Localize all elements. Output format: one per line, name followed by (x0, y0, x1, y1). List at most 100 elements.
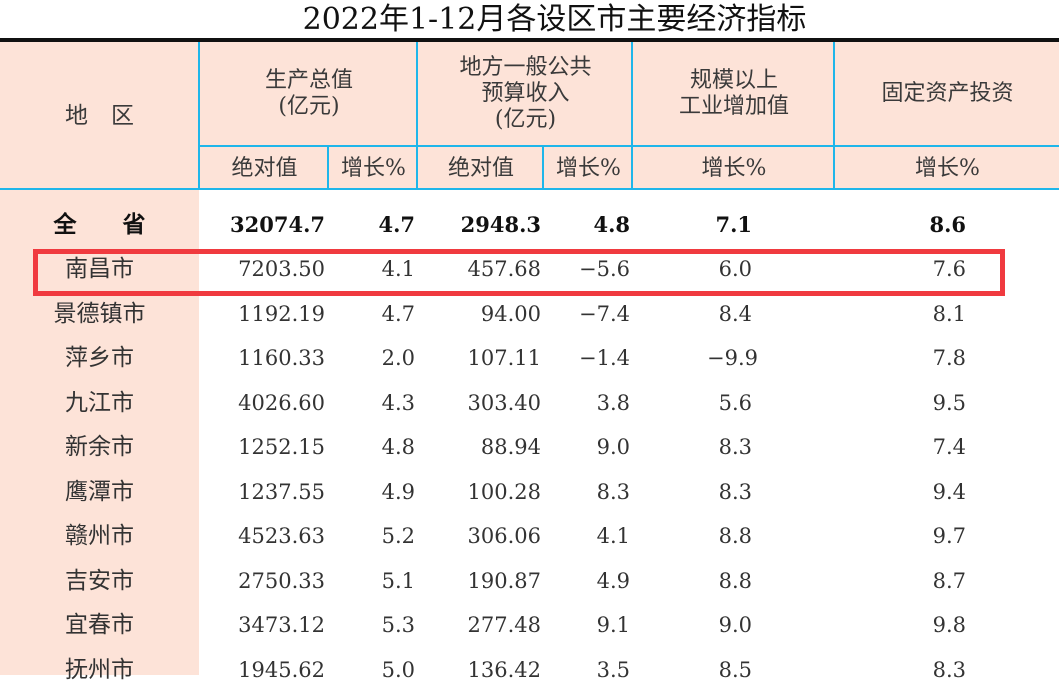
region-name: 赣州市 (65, 523, 134, 549)
region-name: 南昌市 (65, 256, 134, 282)
budget-growth: −1.4 (579, 346, 630, 370)
header-fixed-asset-investment: 固定资产投资 (881, 81, 1014, 106)
budget-growth: −7.4 (579, 302, 630, 326)
grid-line (198, 145, 1059, 147)
region-name: 景德镇市 (53, 301, 146, 327)
gdp-growth: 5.3 (381, 613, 415, 637)
investment-growth: 7.6 (932, 257, 966, 281)
region-name: 宜春市 (65, 612, 134, 638)
budget-value: 277.48 (467, 613, 541, 637)
gdp-growth: 4.7 (378, 212, 415, 237)
gdp-growth: 4.9 (381, 480, 415, 504)
table-row: 吉安市 2750.33 5.1 190.87 4.9 8.8 8.7 (0, 559, 1059, 603)
gdp-growth: 4.1 (381, 257, 415, 281)
gdp-growth: 4.8 (381, 435, 415, 459)
investment-growth: 7.8 (932, 346, 966, 370)
region-name: 全 省 (53, 211, 146, 238)
grid-line (327, 146, 329, 190)
region-name: 新余市 (65, 434, 134, 460)
region-name: 吉安市 (65, 568, 134, 594)
table-title: 2022年1-12月各设区市主要经济指标 (302, 2, 807, 37)
subheader-gdp-growth: 增长% (341, 155, 406, 181)
grid-line (542, 146, 544, 190)
investment-growth: 8.3 (932, 658, 966, 682)
investment-growth: 9.8 (932, 613, 966, 637)
table-row: 萍乡市 1160.33 2.0 107.11 −1.4 −9.9 7.8 (0, 336, 1059, 380)
grid-line (416, 42, 418, 190)
header-region: 地 区 (65, 102, 134, 129)
budget-growth: 4.1 (596, 524, 630, 548)
header-industrial-value-added: 规模以上 工业增加值 (678, 68, 789, 119)
table-row: 新余市 1252.15 4.8 88.94 9.0 8.3 7.4 (0, 425, 1059, 469)
investment-growth: 9.5 (932, 391, 966, 415)
header-gdp: 生产总值 (亿元) (264, 68, 353, 119)
investment-growth: 9.7 (932, 524, 966, 548)
gdp-growth: 4.7 (381, 302, 415, 326)
table-row: 赣州市 4523.63 5.2 306.06 4.1 8.8 9.7 (0, 514, 1059, 558)
industry-growth: 8.5 (718, 658, 752, 682)
budget-value: 303.40 (467, 391, 541, 415)
budget-growth: 3.5 (596, 658, 630, 682)
table-row: 景德镇市 1192.19 4.7 94.00 −7.4 8.4 8.1 (0, 292, 1059, 336)
investment-growth: 9.4 (932, 480, 966, 504)
budget-growth: 8.3 (596, 480, 630, 504)
region-name: 萍乡市 (65, 345, 134, 371)
industry-growth: −9.9 (707, 346, 758, 370)
table-header (0, 42, 1059, 189)
gdp-value: 1945.62 (238, 658, 325, 682)
subheader-industry-growth: 增长% (701, 155, 767, 181)
gdp-value: 1160.33 (238, 346, 325, 370)
grid-line (0, 188, 1059, 190)
subheader-investment-growth: 增长% (915, 155, 980, 181)
grid-line (631, 42, 633, 190)
gdp-growth: 2.0 (381, 346, 415, 370)
budget-value: 306.06 (467, 524, 541, 548)
investment-growth: 8.1 (932, 302, 966, 326)
budget-growth: −5.6 (579, 257, 630, 281)
subheader-budget-absolute: 绝对值 (447, 155, 514, 181)
table-row: 九江市 4026.60 4.3 303.40 3.8 5.6 9.5 (0, 381, 1059, 425)
table-row: 南昌市 7203.50 4.1 457.68 −5.6 6.0 7.6 (0, 247, 1059, 291)
subheader-budget-growth: 增长% (556, 155, 621, 181)
budget-growth: 9.0 (596, 435, 630, 459)
table-row-province: 全 省 32074.7 4.7 2948.3 4.8 7.1 8.6 (0, 203, 1059, 247)
budget-value: 2948.3 (460, 212, 541, 237)
budget-value: 107.11 (467, 346, 541, 370)
grid-line (198, 42, 200, 190)
gdp-value: 32074.7 (230, 212, 325, 237)
region-name: 抚州市 (65, 657, 134, 683)
gdp-growth: 5.0 (381, 658, 415, 682)
gdp-value: 1252.15 (238, 435, 325, 459)
industry-growth: 5.6 (718, 391, 752, 415)
industry-growth: 6.0 (718, 257, 752, 281)
gdp-growth: 5.1 (381, 569, 415, 593)
gdp-growth: 4.3 (381, 391, 415, 415)
industry-growth: 8.3 (718, 435, 752, 459)
investment-growth: 8.7 (932, 569, 966, 593)
table-row: 鹰潭市 1237.55 4.9 100.28 8.3 8.3 9.4 (0, 470, 1059, 514)
gdp-growth: 5.2 (381, 524, 415, 548)
subheader-gdp-absolute: 绝对值 (231, 155, 298, 181)
gdp-value: 3473.12 (238, 613, 325, 637)
industry-growth: 7.1 (715, 212, 752, 237)
budget-value: 190.87 (467, 569, 541, 593)
industry-growth: 9.0 (718, 613, 752, 637)
table-row: 抚州市 1945.62 5.0 136.42 3.5 8.5 8.3 (0, 648, 1059, 692)
industry-growth: 8.8 (718, 569, 752, 593)
header-budget-revenue: 地方一般公共 预算收入 (亿元) (459, 55, 592, 132)
region-name: 鹰潭市 (65, 479, 134, 505)
gdp-value: 7203.50 (238, 257, 325, 281)
industry-growth: 8.8 (718, 524, 752, 548)
budget-value: 94.00 (480, 302, 541, 326)
gdp-value: 1237.55 (238, 480, 325, 504)
budget-growth: 4.8 (593, 212, 630, 237)
industry-growth: 8.3 (718, 480, 752, 504)
budget-growth: 4.9 (596, 569, 630, 593)
gdp-value: 4026.60 (238, 391, 325, 415)
budget-growth: 9.1 (596, 613, 630, 637)
budget-value: 88.94 (480, 435, 541, 459)
budget-value: 457.68 (467, 257, 541, 281)
region-name: 九江市 (65, 390, 134, 416)
gdp-value: 1192.19 (238, 302, 325, 326)
industry-growth: 8.4 (718, 302, 752, 326)
